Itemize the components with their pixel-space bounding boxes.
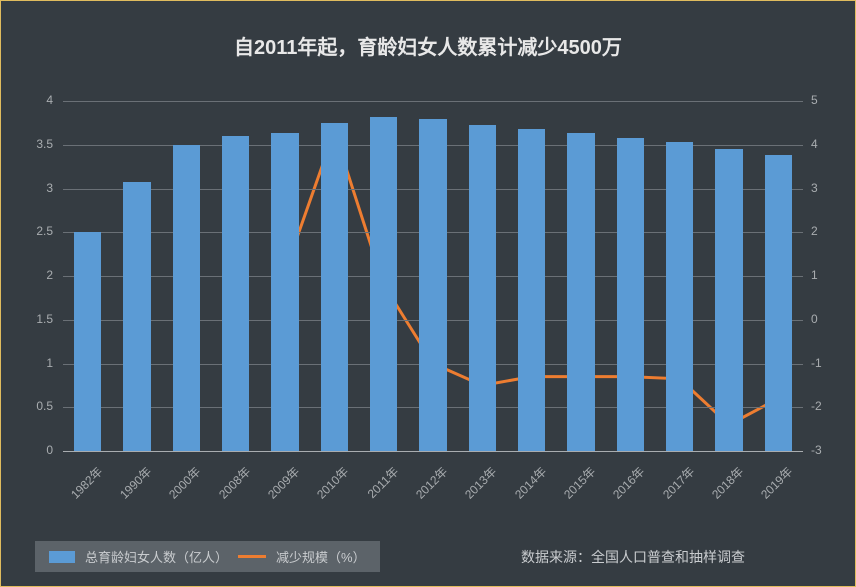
gridline [63,101,803,102]
chart-title: 自2011年起，育龄妇女人数累计减少4500万 [1,31,855,60]
data-source: 数据来源：全国人口普查和抽样调查 [521,547,745,567]
source-text: 全国人口普查和抽样调查 [591,549,745,565]
x-axis-line [63,451,803,452]
bar [469,125,496,451]
x-tick: 2015年 [545,463,599,517]
y-left-tick: 2.5 [13,224,53,238]
y-right-tick: 1 [811,268,818,282]
bar [370,117,397,451]
y-left-tick: 1 [13,356,53,370]
y-left-tick: 0.5 [13,399,53,413]
legend-bar-label: 总育龄妇女人数（亿人） [85,547,228,566]
y-right-tick: -2 [811,399,822,413]
x-tick: 2013年 [446,463,500,517]
x-tick: 2012年 [397,463,451,517]
legend-bar-swatch [49,551,75,563]
x-tick: 1990年 [101,463,155,517]
bar [617,138,644,451]
x-tick: 2011年 [347,463,401,517]
y-left-tick: 4 [13,93,53,107]
y-right-tick: -3 [811,443,822,457]
x-tick: 2010年 [298,463,352,517]
x-tick: 2014年 [495,463,549,517]
y-right-tick: -1 [811,356,822,370]
legend: 总育龄妇女人数（亿人） 减少规模（%） [35,541,380,572]
bar [567,133,594,451]
chart-frame: 自2011年起，育龄妇女人数累计减少4500万 总育龄妇女人数（亿人） 减少规模… [0,0,856,587]
y-left-tick: 3 [13,181,53,195]
bar [666,142,693,451]
y-right-tick: 3 [811,181,818,195]
y-left-tick: 0 [13,443,53,457]
x-tick: 2000年 [150,463,204,517]
y-left-tick: 2 [13,268,53,282]
legend-line-label: 减少规模（%） [276,547,366,566]
bar [74,232,101,451]
plot-area [63,101,803,451]
y-right-tick: 5 [811,93,818,107]
bar [765,155,792,451]
y-right-tick: 0 [811,312,818,326]
bar [321,123,348,451]
bar [271,133,298,452]
x-tick: 2009年 [249,463,303,517]
bar [222,136,249,451]
source-prefix: 数据来源： [521,549,591,565]
bar [173,145,200,451]
x-tick: 2018年 [693,463,747,517]
y-left-tick: 1.5 [13,312,53,326]
x-tick: 1982年 [51,463,105,517]
y-right-tick: 4 [811,137,818,151]
x-tick: 2017年 [643,463,697,517]
x-tick: 2016年 [594,463,648,517]
x-tick: 2019年 [742,463,796,517]
bar [123,182,150,452]
bar [518,129,545,451]
x-tick: 2008年 [199,463,253,517]
legend-line-swatch [238,555,266,558]
bar [715,149,742,451]
y-left-tick: 3.5 [13,137,53,151]
y-right-tick: 2 [811,224,818,238]
bar [419,119,446,452]
